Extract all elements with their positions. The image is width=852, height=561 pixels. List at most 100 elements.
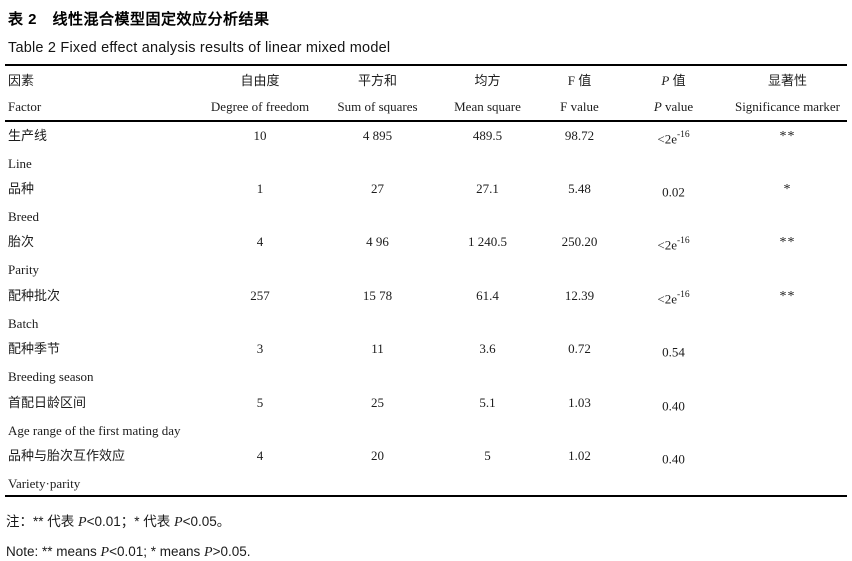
df-cell: 5 [200,389,320,443]
header-p-en: P value [619,93,728,121]
factor-name-zh: 胎次 [8,234,35,249]
df-value: 10 [253,128,267,143]
ss-value: 25 [371,394,384,410]
factor-name-en: Batch [8,315,39,331]
ss-cell: 25 [320,389,435,443]
ss-value: 4 96 [366,234,389,249]
ss-value: 27 [371,180,384,196]
header-p-zh: P 值 [619,65,728,93]
table-row: 胎次 Parity 4 4 96 1 240.5 250.20 <2e-16 *… [5,228,847,282]
ms-cell: 27.1 [435,175,540,229]
p-value-base: 0.40 [662,451,685,467]
header-factor-en: Factor [8,98,42,114]
table-row: 品种与胎次互作效应 Variety·parity 4 20 5 1.02 0.4… [5,442,847,496]
table-row: 生产线 Line 10 4 895 489.5 98.72 <2e-16 ** [5,121,847,175]
p-value-base: <2e [657,237,677,253]
f-value: 12.39 [564,287,595,303]
p-cell: 0.02 [619,175,728,229]
df-value: 5 [256,394,264,410]
factor-cell: 配种批次 Batch [5,282,200,336]
factor-name-zh: 品种 [8,180,35,196]
ms-value: 489.5 [472,128,503,143]
header-row-zh: 因素 自由度 平方和 均方 F 值 P 值 显著性 [5,65,847,93]
p-header-rest: value [661,98,694,114]
note-text: <0.01；* 代表 [86,513,174,529]
ss-cell: 11 [320,335,435,389]
f-cell: 1.03 [540,389,619,443]
ms-value: 5 [484,448,491,463]
table-row: 品种 Breed 1 27 27.1 5.48 0.02 * [5,175,847,229]
factor-cell: 胎次 Parity [5,228,200,282]
ms-cell: 5 [435,442,540,496]
header-df-zh: 自由度 [240,73,280,88]
p-cell: 0.54 [619,335,728,389]
footnote-zh: 注：** 代表 P<0.01；* 代表 P<0.05。 [6,510,847,531]
factor-cell: 品种 Breed [5,175,200,229]
ss-cell: 20 [320,442,435,496]
p-cell: 0.40 [619,389,728,443]
f-value: 0.72 [568,341,591,356]
header-ss-zh: 平方和 [357,73,397,88]
f-cell: 250.20 [540,228,619,282]
f-value: 1.02 [568,448,591,463]
f-value: 98.72 [564,128,595,143]
header-ms-zh: 均方 [474,73,501,88]
significance-marker: ** [779,129,796,144]
factor-name-zh: 配种季节 [8,341,61,356]
sig-cell [728,335,847,389]
df-cell: 4 [200,442,320,496]
note-text: Note: ** means [6,543,101,559]
note-text: >0.05. [212,543,251,559]
note-text: 注：** 代表 [6,513,79,529]
f-value: 1.03 [568,394,591,410]
ms-cell: 3.6 [435,335,540,389]
p-header-rest: 值 [669,73,686,88]
table-header: 因素 自由度 平方和 均方 F 值 P 值 显著性 Factor Degree … [5,65,847,121]
significance-marker: ** [779,288,796,304]
header-f-zh: F 值 [567,73,592,88]
df-value: 3 [256,341,264,356]
header-ms-en: Mean square [454,98,521,114]
note-text: <0.05。 [182,513,231,529]
f-cell: 0.72 [540,335,619,389]
p-cell: <2e-16 [619,121,728,175]
p-value-base: 0.40 [662,397,685,413]
ms-value: 3.6 [479,341,496,356]
ms-cell: 61.4 [435,282,540,336]
table-row: 配种季节 Breeding season 3 11 3.6 0.72 0.54 [5,335,847,389]
f-cell: 1.02 [540,442,619,496]
df-cell: 1 [200,175,320,229]
significance-marker: ** [779,235,796,250]
header-sig-en: Significance marker [734,98,841,114]
sig-cell [728,442,847,496]
factor-name-en: Line [8,156,32,171]
f-cell: 98.72 [540,121,619,175]
header-sig-zh: 显著性 [767,73,807,88]
f-cell: 12.39 [540,282,619,336]
p-letter-italic: P [174,514,183,530]
df-cell: 257 [200,282,320,336]
df-cell: 4 [200,228,320,282]
factor-name-zh: 配种批次 [8,287,61,303]
p-value-base: 0.54 [662,344,685,360]
f-cell: 5.48 [540,175,619,229]
df-value: 257 [250,287,270,303]
p-value-exponent: -16 [676,236,690,246]
ss-value: 20 [371,448,384,463]
p-cell: <2e-16 [619,228,728,282]
factor-name-zh: 生产线 [8,128,48,143]
table-body: 生产线 Line 10 4 895 489.5 98.72 <2e-16 ** … [5,121,847,496]
p-letter-italic: P [78,514,87,530]
ss-value: 11 [371,341,384,356]
factor-cell: 生产线 Line [5,121,200,175]
sig-cell: ** [728,282,847,336]
ms-value: 5.1 [479,394,496,410]
sig-cell: * [728,175,847,229]
p-value-base: <2e [657,131,677,147]
p-letter-italic: P [100,544,110,560]
header-f-en: F value [560,98,599,114]
df-value: 1 [256,180,264,196]
ms-value: 61.4 [476,287,499,303]
header-row-en: Factor Degree of freedom Sum of squares … [5,93,847,121]
